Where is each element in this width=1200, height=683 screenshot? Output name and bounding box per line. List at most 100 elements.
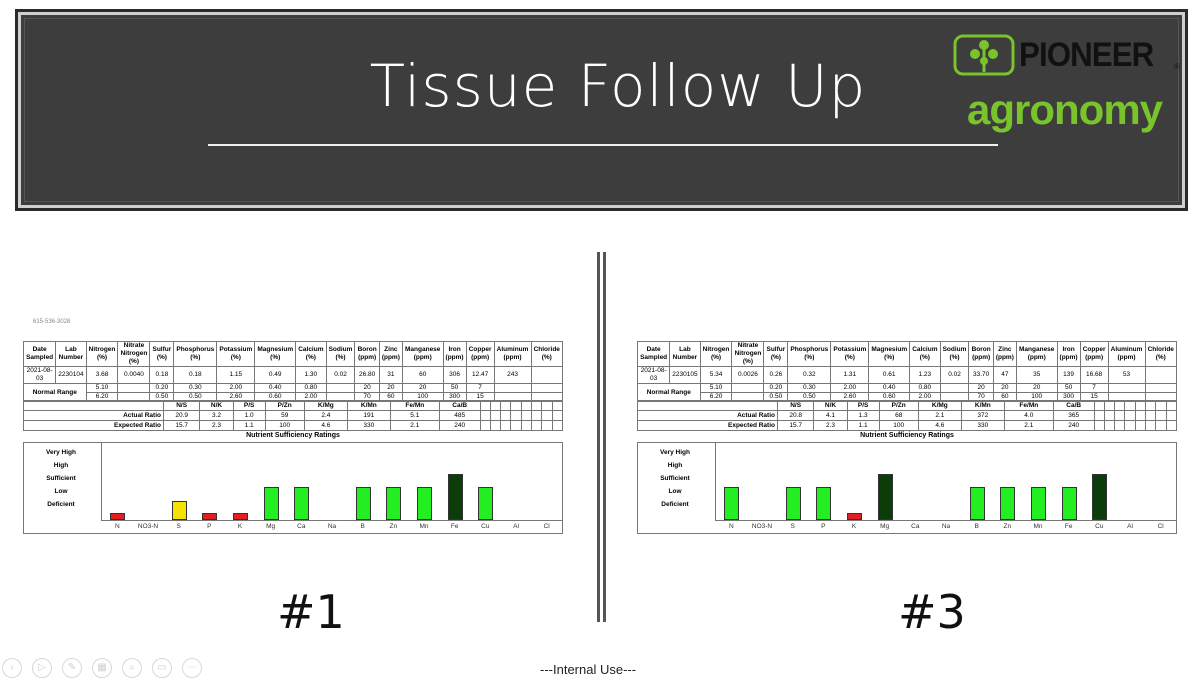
- ratio-cell: 485: [438, 410, 481, 421]
- empty-cell: [1103, 420, 1116, 431]
- sample-cell: 33.70: [968, 366, 994, 384]
- normal-low-cell: [530, 383, 563, 393]
- pioneer-agronomy-logo: PIONEER ® agronomy: [953, 34, 1183, 144]
- column-header: Magnesium (%): [254, 341, 297, 367]
- ratio-cell: 15.7: [162, 420, 201, 431]
- nsr-bar-mg: [877, 474, 893, 520]
- empty-cell: [1103, 410, 1116, 421]
- sample-cell: 3.68: [85, 366, 119, 384]
- empty-cell: [1144, 400, 1157, 411]
- sample-cell: 0.49: [254, 366, 297, 384]
- normal-low-cell: 20: [1015, 383, 1058, 393]
- ratio-header: [23, 400, 164, 411]
- normal-low-cell: 50: [1056, 383, 1081, 393]
- nsr-bar-mn: [417, 487, 432, 520]
- zoom-icon[interactable]: ⌕: [122, 658, 142, 678]
- empty-cell: [1144, 420, 1157, 431]
- normal-low-cell: [493, 383, 532, 393]
- slides-icon[interactable]: ▦: [92, 658, 112, 678]
- normal-low-cell: [731, 383, 765, 393]
- sample-cell: 35: [1015, 366, 1058, 384]
- sample-cell: 0.32: [787, 366, 832, 384]
- normal-low-cell: 0.40: [868, 383, 911, 393]
- ratio-cell: 2.1: [1003, 420, 1054, 431]
- ratio-cell: 59: [264, 410, 305, 421]
- column-header: Potassium (%): [216, 341, 256, 367]
- empty-cell: [479, 420, 491, 431]
- ratio-cell: 4.0: [1003, 410, 1054, 421]
- table-row: Normal Range 5.10 0.20 0.30 2.00 0.40 0.80 20 20…: [23, 383, 563, 402]
- column-header: Manganese (ppm): [1015, 341, 1058, 367]
- nsr-plot-area: [716, 443, 1176, 521]
- empty-cell: [1165, 420, 1178, 431]
- tissue-report-1: 615-536-3028 Date Sampled Lab Number Nitrog…: [22, 319, 583, 540]
- ratio-cell: 2.1: [917, 410, 962, 421]
- column-header: Copper (ppm): [465, 341, 495, 367]
- normal-low-cell: 0.40: [254, 383, 297, 393]
- column-header: Potassium (%): [830, 341, 870, 367]
- report-caption-1: #1: [277, 585, 345, 639]
- normal-low-cell: 0.20: [149, 383, 175, 393]
- nsr-level-label: High: [53, 462, 69, 469]
- prev-icon[interactable]: ‹: [2, 658, 22, 678]
- subtitles-icon[interactable]: ▭: [152, 658, 172, 678]
- empty-cell: [1134, 400, 1146, 411]
- nsr-x-tick-al: Al: [1127, 523, 1133, 530]
- nsr-x-axis: N NO3-N S P K Mg Ca Na B Zn Mn Fe Cu Al Cl: [716, 521, 1176, 533]
- column-header: Iron (ppm): [1056, 341, 1081, 367]
- nsr-x-tick-zn: Zn: [389, 523, 398, 530]
- ratio-header: N/S: [162, 400, 201, 411]
- more-icon[interactable]: ⋯: [182, 658, 202, 678]
- empty-cell: [479, 400, 491, 411]
- nsr-x-tick-n: N: [728, 523, 734, 530]
- column-header: Chloride (%): [530, 341, 563, 367]
- ratio-cell: 100: [264, 420, 305, 431]
- nsr-bar-mg: [263, 487, 279, 520]
- empty-cell: [551, 400, 564, 411]
- ratio-table: N/S N/K P/S P/Zn K/Mg K/Mn Fe/Mn Ca/B Actual Rat…: [637, 400, 1178, 431]
- nsr-bar-k: [847, 513, 862, 520]
- ratio-cell: 4.6: [303, 420, 348, 431]
- column-header: Iron (ppm): [442, 341, 467, 367]
- column-header: Sodium (%): [325, 341, 356, 367]
- ratio-cell: 68: [878, 410, 919, 421]
- ratio-header: Fe/Mn: [1003, 400, 1054, 411]
- nsr-x-tick-no3-n: NO3-N: [751, 523, 773, 530]
- play-icon[interactable]: ▷: [32, 658, 52, 678]
- empty-cell: [541, 420, 553, 431]
- title-underline: [208, 144, 998, 146]
- empty-cell: [1155, 400, 1167, 411]
- pen-icon[interactable]: ✎: [62, 658, 82, 678]
- sample-cell: 53: [1107, 366, 1146, 384]
- nsr-x-tick-k: K: [851, 523, 857, 530]
- ratio-cell: 191: [346, 410, 391, 421]
- normal-range-label: Normal Range: [23, 383, 87, 402]
- nsr-x-tick-s: S: [176, 523, 181, 530]
- empty-cell: [520, 400, 532, 411]
- nsr-bar-b: [355, 487, 371, 520]
- ratio-row-label: Expected Ratio: [23, 420, 164, 431]
- empty-cell: [530, 410, 543, 421]
- column-header: Manganese (ppm): [401, 341, 444, 367]
- normal-low-cell: 20: [968, 383, 994, 393]
- sample-cell: 0.61: [868, 366, 911, 384]
- column-header: Calcium (%): [295, 341, 327, 367]
- ratio-row-label: Actual Ratio: [637, 410, 778, 421]
- nsr-bar-zn: [386, 487, 402, 520]
- normal-low-cell: 7: [465, 383, 495, 393]
- nsr-bar-fe: [1061, 487, 1077, 520]
- ratio-row-label: Expected Ratio: [637, 420, 778, 431]
- table-row: N/S N/K P/S P/Zn K/Mg K/Mn Fe/Mn Ca/B: [23, 400, 564, 411]
- empty-cell: [1165, 410, 1178, 421]
- column-header: Nitrogen (%): [699, 341, 733, 367]
- ratio-cell: 4.1: [813, 410, 848, 421]
- ratio-header: K/Mg: [917, 400, 962, 411]
- ratio-cell: 5.1: [389, 410, 440, 421]
- nsr-y-axis: Very High High Sufficient Low Deficient: [638, 443, 716, 521]
- normal-low-cell: [1144, 383, 1177, 393]
- table-row: 2021-08-03 2230105 5.34 0.0026 0.26 0.32 1.31 0…: [636, 366, 1177, 384]
- ratio-cell: 1.1: [232, 420, 266, 431]
- sample-cell: 139: [1056, 366, 1081, 384]
- empty-cell: [489, 400, 502, 411]
- ratio-cell: 2.3: [199, 420, 234, 431]
